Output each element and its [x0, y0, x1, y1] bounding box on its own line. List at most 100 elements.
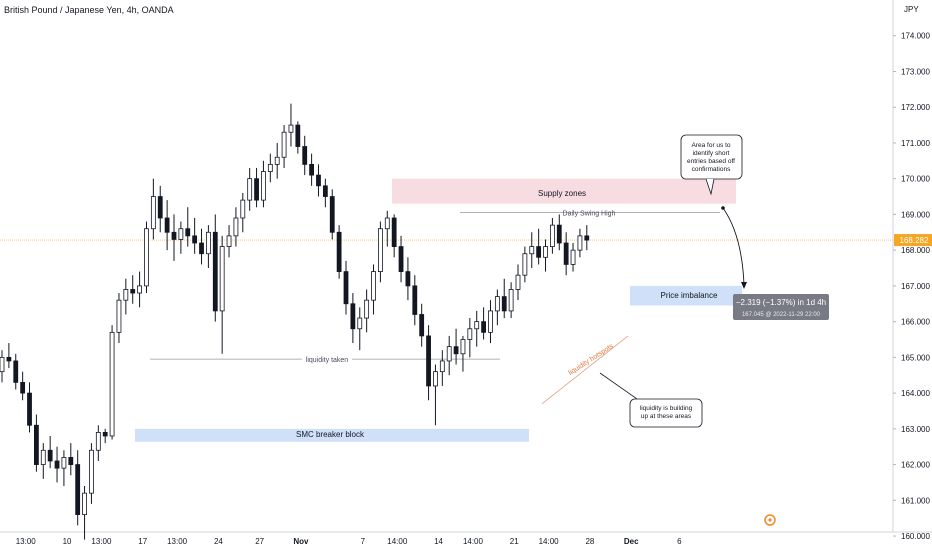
candle-body [288, 124, 294, 133]
breaker-block-zone [135, 428, 529, 442]
candle-body [577, 235, 583, 251]
price-tick-label: 174.000 [901, 32, 930, 41]
candle-body [391, 217, 397, 247]
candle-body [419, 314, 425, 337]
candle-body [343, 271, 349, 305]
candle-body [453, 346, 459, 355]
candle-body [68, 457, 74, 465]
hotspot-label: liquidity hotspots [568, 343, 616, 377]
candle-body [584, 235, 590, 241]
candle-body [247, 178, 253, 201]
price-tick-label: 173.000 [901, 67, 930, 76]
candle-body [426, 335, 431, 387]
price-tick-label: 171.000 [901, 139, 930, 148]
time-tick-label: 10 [63, 537, 72, 546]
price-tick-label: 169.000 [901, 210, 930, 219]
candle-body [488, 310, 493, 333]
candle-body [54, 460, 60, 469]
candle-body [371, 271, 376, 301]
candle-body [150, 196, 156, 230]
callout-building-pointer [599, 372, 638, 400]
candle-body [316, 174, 321, 187]
time-tick-label: 17 [138, 537, 147, 546]
candle-body [481, 321, 487, 333]
candle-body [501, 296, 507, 312]
candle-body [13, 360, 19, 383]
candle-body [467, 328, 473, 340]
price-tick-label: 172.000 [901, 103, 930, 112]
time-tick-label: Dec [624, 537, 639, 546]
candle-body [412, 285, 418, 315]
breaker-block-label: SMC breaker block [296, 430, 365, 439]
candle-body [212, 231, 218, 312]
price-tick-label: 161.000 [901, 496, 930, 505]
candle-body [164, 217, 170, 233]
candle-body [336, 231, 342, 272]
candle-body [199, 242, 204, 255]
imbalance-label: Price imbalance [661, 291, 718, 300]
candle-body [398, 246, 404, 272]
liquidity-taken-bg [302, 354, 352, 365]
candle-body [116, 299, 122, 333]
time-tick-label: 14 [434, 537, 443, 546]
time-tick-label: 21 [510, 537, 519, 546]
candle-body [89, 449, 94, 494]
time-tick-label: 13:00 [16, 537, 37, 546]
callout-short-pointer [705, 178, 715, 196]
candle-body [460, 339, 466, 355]
candle-body [529, 246, 535, 255]
candle-body [95, 432, 101, 451]
candle-body [350, 303, 356, 330]
candle-body [570, 249, 576, 265]
candle-body [171, 231, 177, 240]
price-tick-label: 163.000 [901, 425, 930, 434]
supply-zone-label: Supply zones [538, 189, 586, 198]
price-tick-label: 160.000 [901, 532, 930, 541]
candle-body [439, 360, 445, 373]
time-tick-label: 14:00 [463, 537, 484, 546]
time-tick-label: 27 [255, 537, 264, 546]
price-tick-label: 167.000 [901, 282, 930, 291]
candle-body [322, 185, 328, 197]
candle-body [357, 317, 363, 330]
time-tick-label: 6 [677, 537, 682, 546]
candle-body [82, 492, 87, 515]
time-tick-label: 28 [585, 537, 594, 546]
time-tick-label: 13:00 [91, 537, 112, 546]
callout-short-text: Area for us to identify short entries base… [687, 142, 735, 173]
candle-body [233, 217, 239, 237]
time-tick-label: Nov [293, 537, 309, 546]
candle-body [123, 289, 129, 301]
candle-body [34, 424, 39, 465]
price-tick-label: 165.000 [901, 353, 930, 362]
candle-body [302, 146, 308, 165]
time-tick-label: 13:00 [167, 537, 188, 546]
candle-body [102, 432, 108, 437]
measure-box [733, 294, 829, 320]
candle-body [556, 224, 562, 244]
supply-zone [392, 178, 736, 204]
candle-body [27, 392, 32, 426]
last-price-label: 168.282 [900, 236, 929, 245]
candle-body [47, 449, 53, 462]
candle-body [281, 131, 287, 158]
candle-body [295, 124, 301, 147]
measure-main-text: −2.319 (−1.37%) in 1d 4h [736, 298, 826, 307]
imbalance-zone [630, 285, 742, 306]
candle-body [364, 299, 370, 319]
candle-body [563, 242, 569, 265]
candle-body [144, 228, 149, 287]
candle-body [474, 321, 480, 330]
price-tick-label: 162.000 [901, 461, 930, 470]
candle-body [226, 235, 232, 247]
candle-body [219, 246, 225, 312]
callout-building-box [629, 398, 703, 428]
event-marker-dot [768, 518, 772, 522]
candle-body [20, 381, 26, 394]
candle-body [130, 289, 136, 294]
price-tick-label: 168.000 [901, 246, 930, 255]
last-price-badge [894, 234, 932, 247]
candle-body [267, 163, 273, 172]
